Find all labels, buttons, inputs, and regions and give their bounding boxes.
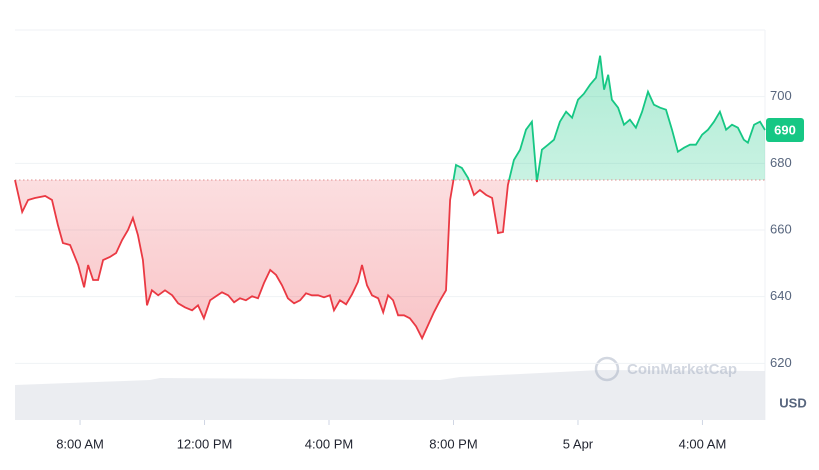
y-tick-label: 660 <box>770 221 792 236</box>
y-tick-label: 640 <box>770 288 792 303</box>
y-tick-label: 700 <box>770 88 792 103</box>
x-tick-label: 8:00 PM <box>429 436 477 451</box>
area-up <box>15 55 765 180</box>
watermark-logo <box>594 356 620 382</box>
area-down <box>15 180 765 339</box>
watermark-text: CoinMarketCap <box>627 361 737 378</box>
price-badge-label: 690 <box>774 122 796 137</box>
x-tick-label: 12:00 PM <box>177 436 233 451</box>
price-line-up <box>15 55 766 180</box>
price-line-down <box>14 180 539 341</box>
x-tick-label: 4:00 AM <box>679 436 727 451</box>
y-tick-label: 620 <box>770 355 792 370</box>
price-badge <box>766 118 804 142</box>
plot: 620 640 660 680 700 8:00 AM 12:00 PM 4:00 PM 8:0… <box>14 55 804 451</box>
y-axis-label: USD <box>779 395 806 410</box>
x-tick-label: 5 Apr <box>563 436 594 451</box>
volume-area <box>15 370 765 420</box>
watermark: CoinMarketCap <box>594 356 737 382</box>
x-tick-label: 4:00 PM <box>305 436 353 451</box>
x-tick-label: 8:00 AM <box>56 436 104 451</box>
y-tick-label: 680 <box>770 155 792 170</box>
